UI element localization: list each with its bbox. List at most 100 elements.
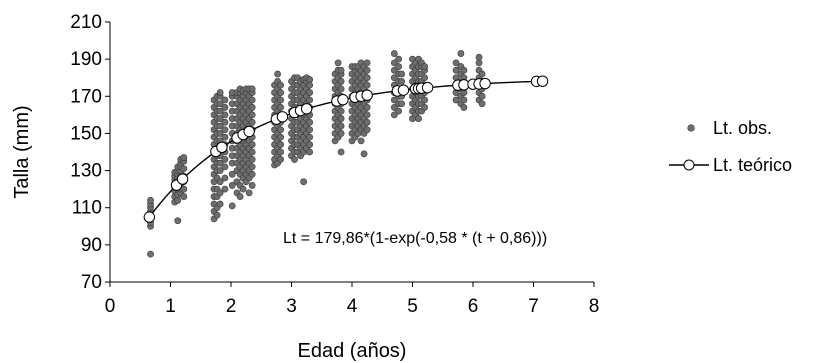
- observed-point: [357, 137, 365, 145]
- observed-point: [216, 159, 224, 167]
- observed-point: [277, 96, 285, 104]
- theoretical-markers: [143, 75, 549, 223]
- theoretical-marker: [143, 211, 156, 223]
- observed-point: [395, 55, 402, 63]
- observed-point: [277, 141, 285, 148]
- observed-point: [363, 104, 371, 111]
- observed-point: [147, 196, 154, 204]
- observed-point: [452, 59, 460, 67]
- y-tick-label: 90: [81, 235, 102, 256]
- observed-point: [398, 100, 406, 108]
- observed-point: [236, 193, 244, 200]
- observed-point: [460, 96, 468, 104]
- y-tick-label: 190: [70, 49, 102, 70]
- y-axis-ticks: 70 90 110 130 150 170 190 210: [70, 12, 110, 293]
- observed-point: [452, 96, 460, 104]
- observed-point: [478, 100, 486, 108]
- theoretical-marker: [479, 77, 491, 90]
- y-tick-label: 70: [81, 272, 102, 293]
- theoretical-marker: [300, 103, 313, 115]
- theoretical-marker: [243, 125, 255, 138]
- observed-point: [216, 130, 224, 137]
- observed-point: [478, 92, 486, 100]
- observed-point: [221, 133, 229, 141]
- legend-label-observed: Lt. obs.: [713, 118, 772, 138]
- observed-point: [277, 156, 285, 163]
- observed-point: [475, 53, 483, 61]
- observed-point: [221, 111, 229, 119]
- observed-point: [248, 156, 256, 163]
- theoretical-marker: [397, 84, 410, 96]
- legend-label-theoretical: Lt. teórico: [713, 155, 792, 175]
- observed-point: [274, 70, 281, 78]
- observed-point: [390, 111, 398, 119]
- y-tick-label: 210: [70, 12, 102, 33]
- observed-point: [277, 148, 285, 156]
- observed-point: [306, 141, 314, 148]
- model-equation: Lt = 179,86*(1-exp(-0,58 * (t + 0,86))): [283, 230, 547, 247]
- legend-observed-marker: [687, 124, 695, 132]
- observed-point: [363, 111, 371, 119]
- observed-point: [306, 89, 314, 96]
- observed-point: [248, 163, 256, 171]
- observed-point: [337, 122, 345, 130]
- observed-point: [421, 63, 428, 70]
- observed-point: [174, 217, 182, 225]
- observed-point: [421, 96, 428, 104]
- observed-point: [221, 126, 229, 134]
- legend-theoretical-marker: [683, 159, 695, 171]
- observed-point: [248, 141, 256, 148]
- legend: Lt. obs. Lt. teórico: [669, 118, 792, 175]
- observed-point: [337, 130, 345, 137]
- observed-point: [363, 59, 371, 67]
- observed-point: [398, 70, 406, 78]
- observed-point: [216, 167, 224, 174]
- observed-point: [216, 178, 224, 186]
- x-tick-label: 5: [407, 296, 418, 317]
- observed-point: [415, 115, 422, 122]
- observed-point: [475, 59, 483, 67]
- y-tick-label: 110: [72, 198, 102, 219]
- observed-point: [363, 66, 371, 74]
- observed-point: [398, 78, 406, 85]
- y-tick-label: 150: [70, 123, 102, 144]
- observed-point: [248, 182, 256, 189]
- observed-point: [221, 163, 229, 171]
- observed-point: [180, 165, 188, 173]
- observed-point: [216, 89, 224, 96]
- observed-point: [337, 107, 345, 115]
- theoretical-marker: [276, 111, 289, 123]
- observed-point: [306, 96, 314, 104]
- observed-point: [248, 148, 256, 156]
- observed-point: [395, 63, 402, 70]
- observed-point: [390, 96, 398, 104]
- theoretical-marker: [216, 141, 228, 154]
- x-tick-label: 4: [347, 296, 358, 317]
- x-tick-label: 7: [528, 296, 539, 317]
- observed-point: [337, 66, 345, 74]
- y-tick-label: 130: [70, 161, 102, 182]
- observed-point: [337, 78, 345, 85]
- observed-point: [216, 200, 224, 208]
- observed-point: [363, 126, 371, 134]
- observed-point: [180, 185, 188, 193]
- x-tick-label: 1: [165, 296, 176, 317]
- observed-point: [337, 148, 345, 156]
- x-tick-label: 0: [105, 296, 116, 317]
- observed-point: [180, 154, 188, 161]
- observed-point: [291, 156, 298, 163]
- observed-point: [277, 133, 285, 141]
- observed-point: [421, 74, 428, 82]
- observed-point: [216, 122, 224, 130]
- observed-point: [248, 118, 256, 126]
- observed-point: [216, 100, 224, 108]
- x-tick-label: 2: [226, 296, 237, 317]
- theoretical-marker: [337, 94, 349, 106]
- observed-point: [248, 170, 256, 178]
- observed-point: [395, 107, 402, 115]
- observed-point: [174, 196, 182, 204]
- observed-point: [147, 250, 154, 258]
- x-axis-title: Edad (años): [298, 340, 407, 362]
- observed-point: [300, 178, 307, 186]
